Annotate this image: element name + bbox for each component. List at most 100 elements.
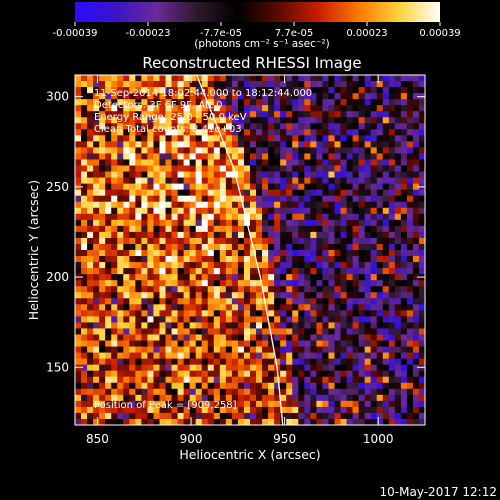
heatmap-cell [87,262,94,269]
heatmap-cell [93,105,100,112]
heatmap-cell [340,159,347,166]
heatmap-cell [304,207,311,215]
heatmap-cell [147,147,154,154]
heatmap-cell [316,81,323,88]
heatmap-cell [310,129,317,136]
heatmap-cell [388,370,396,378]
heatmap-cell [189,105,197,112]
heatmap-cell [111,322,118,329]
heatmap-cell [322,352,329,360]
heatmap-cell [256,225,263,233]
heatmap-cell [159,189,166,197]
heatmap-cell [394,412,402,420]
heatmap-cell [213,340,221,347]
heatmap-cell [334,225,341,233]
heatmap-cell [394,316,402,323]
heatmap-cell [165,123,172,130]
heatmap-cell [189,262,197,269]
heatmap-cell [406,237,414,245]
heatmap-cell [370,364,378,372]
heatmap-cell [340,358,347,366]
heatmap-cell [274,141,281,148]
heatmap-cell [129,280,136,287]
heatmap-cell [304,93,311,100]
heatmap-cell [159,358,166,366]
heatmap-cell [243,256,251,263]
heatmap-cell [201,340,209,347]
heatmap-cell [87,87,94,94]
heatmap-cell [195,99,203,106]
heatmap-cell [298,195,305,203]
heatmap-cell [382,400,390,408]
heatmap-cell [352,213,360,221]
heatmap-cell [81,346,88,353]
heatmap-cell [141,412,148,420]
heatmap-cell [171,394,178,402]
heatmap-cell [225,81,233,88]
heatmap-cell [81,256,88,263]
heatmap-cell [328,153,335,160]
heatmap-cell [346,346,353,353]
heatmap-cell [231,310,239,317]
heatmap-cell [159,286,166,293]
heatmap-cell [298,123,305,130]
heatmap-cell [207,346,215,353]
heatmap-cell [292,274,299,281]
heatmap-cell [406,111,414,118]
heatmap-cell [141,328,148,335]
heatmap-cell [250,177,257,185]
heatmap-cell [93,406,100,414]
heatmap-cell [364,328,372,335]
heatmap-cell [250,183,257,191]
heatmap-cell [256,418,263,425]
heatmap-cell [388,310,396,317]
heatmap-cell [262,153,269,160]
heatmap-cell [346,117,353,124]
heatmap-cell [280,262,287,269]
heatmap-cell [147,171,154,178]
heatmap-cell [219,412,227,420]
heatmap-cell [129,105,136,112]
heatmap-cell [207,129,215,136]
heatmap-cell [364,412,372,420]
heatmap-cell [310,358,317,366]
heatmap-cell [358,207,366,215]
heatmap-cell [93,250,100,257]
heatmap-cell [165,159,172,166]
heatmap-cell [225,195,233,203]
heatmap-cell [207,183,215,191]
heatmap-cell [213,322,221,329]
heatmap-cell [250,219,257,227]
heatmap-cell [250,135,257,142]
heatmap-cell [256,141,263,148]
heatmap-cell [141,195,148,203]
heatmap-cell [225,105,233,112]
heatmap-cell [298,105,305,112]
heatmap-cell [262,165,269,172]
heatmap-cell [207,231,215,239]
heatmap-cell [316,117,323,124]
heatmap-cell [268,105,275,112]
heatmap-cell [400,400,408,408]
heatmap-cell [135,412,142,420]
heatmap-cell [213,93,221,100]
heatmap-cell [316,171,323,178]
heatmap-cell [231,243,239,251]
heatmap-cell [111,274,118,281]
heatmap-cell [189,340,197,347]
heatmap-cell [141,105,148,112]
heatmap-cell [400,141,408,148]
heatmap-cell [286,274,293,281]
heatmap-cell [364,274,372,281]
heatmap-cell [207,99,215,106]
heatmap-cell [93,412,100,420]
heatmap-cell [412,358,420,366]
heatmap-cell [322,382,329,390]
heatmap-cell [135,111,142,118]
heatmap-cell [111,243,118,251]
heatmap-cell [298,334,305,341]
heatmap-cell [231,388,239,396]
heatmap-cell [406,316,414,323]
heatmap-cell [117,87,124,94]
heatmap-cell [262,87,269,94]
